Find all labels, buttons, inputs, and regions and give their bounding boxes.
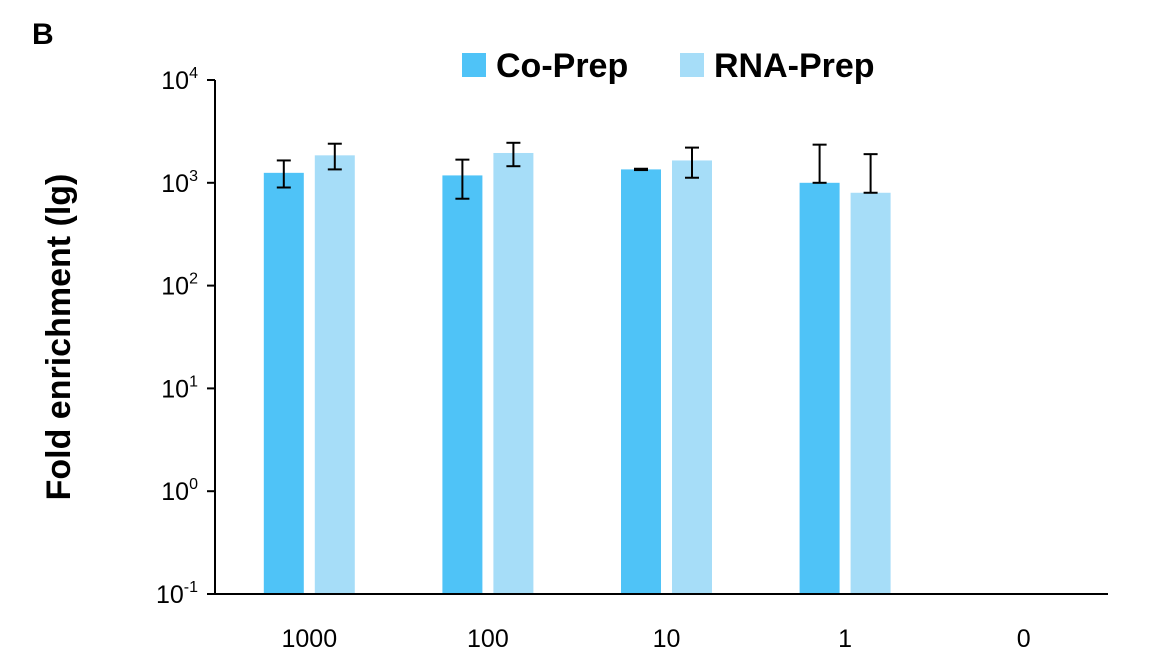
y-tick-label: 10-1 (156, 579, 198, 609)
axes (214, 80, 1108, 595)
bar-co-prep-1 (799, 182, 840, 595)
legend-swatch-rna-prep (680, 53, 704, 77)
bar-rna-prep-100 (493, 152, 534, 594)
y-tick-label: 103 (161, 168, 198, 198)
bar-rna-prep-1 (850, 192, 891, 595)
y-tick-label: 104 (161, 65, 198, 95)
bar-co-prep-10 (621, 169, 661, 595)
x-tick-label: 1000 (281, 625, 337, 653)
y-axis-label: Fold enrichment (lg) (40, 174, 78, 501)
x-axis-labels: 1000 100 10 1 0 (281, 625, 1030, 653)
x-tick-label: 0 (1017, 625, 1031, 653)
legend: Co-Prep RNA-Prep (462, 47, 875, 85)
y-tick-label: 101 (161, 373, 198, 403)
legend-label-rna-prep: RNA-Prep (714, 47, 875, 85)
bars (263, 152, 891, 595)
y-tick-label: 102 (161, 271, 198, 301)
x-tick-label: 100 (467, 625, 509, 653)
x-tick-label: 10 (653, 625, 681, 653)
legend-swatch-co-prep (462, 53, 486, 77)
bar-rna-prep-10 (672, 160, 712, 594)
legend-label-co-prep: Co-Prep (496, 47, 628, 85)
bar-rna-prep-1000 (314, 155, 355, 594)
y-tick-label: 100 (161, 476, 198, 506)
x-tick-label: 1 (838, 625, 852, 653)
error-bars (276, 141, 878, 200)
bar-co-prep-100 (442, 175, 483, 594)
y-axis-ticks: 10-1 100 101 102 103 104 (156, 65, 215, 609)
bar-co-prep-1000 (263, 172, 304, 594)
panel-label: B (32, 18, 54, 51)
